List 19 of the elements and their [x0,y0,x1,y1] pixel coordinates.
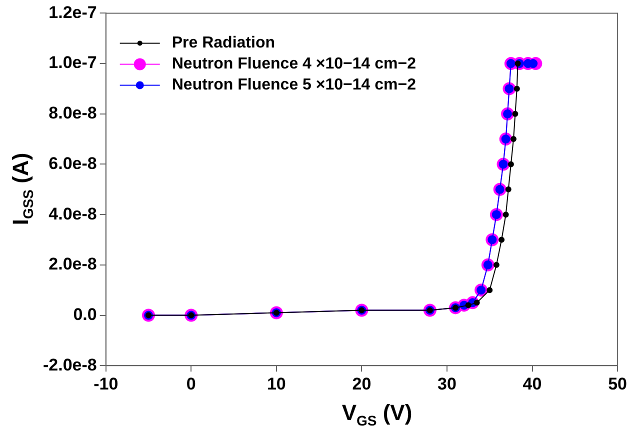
x-tick-label: 10 [266,374,286,394]
y-tick-label: 2.0e-8 [48,254,97,274]
legend-label: Neutron Fluence 5 ×10−14 cm−2 [172,76,416,94]
legend-label: Pre Radiation [172,34,276,52]
y-tick-label: -2.0e-8 [42,355,97,374]
y-tick-label: 0.0 [73,304,97,324]
x-tick-label: 20 [352,374,372,394]
y-tick-label: 1.2e-7 [48,2,97,22]
legend-label: Neutron Fluence 4 ×10−14 cm−2 [172,56,416,73]
y-tick-label: 1.0e-7 [48,53,97,72]
y-tick-label: 4.0e-8 [48,204,97,224]
y-tick-label: 8.0e-8 [48,104,97,123]
x-tick-label: 40 [522,374,542,394]
x-axis-title: V$_{GS}$ (V) [342,400,412,428]
x-tick-label: -10 [94,374,118,394]
x-tick-label: 50 [608,374,628,394]
x-tick-label: 30 [438,374,456,394]
y-tick-label: 6.0e-8 [48,154,97,173]
x-tick-label: 0 [186,374,196,394]
